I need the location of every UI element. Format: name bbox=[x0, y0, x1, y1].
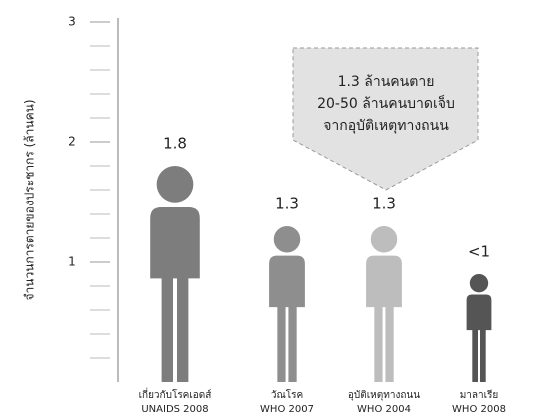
x-tick-source: WHO 2008 bbox=[452, 404, 506, 415]
y-axis-label: จำนวนการตายของประชากร (ล้านคน) bbox=[23, 100, 37, 301]
value-label: 1.3 bbox=[275, 195, 299, 213]
value-label: <1 bbox=[468, 243, 490, 261]
x-tick-label: มาลาเรีย bbox=[460, 389, 499, 401]
person-mark bbox=[366, 225, 402, 382]
person-mark bbox=[269, 225, 305, 382]
callout bbox=[292, 47, 479, 191]
value-label: 1.3 bbox=[372, 195, 396, 213]
person-mark bbox=[466, 273, 492, 382]
person-mark bbox=[150, 166, 200, 382]
x-tick-source: WHO 2007 bbox=[260, 404, 314, 415]
y-tick-label: 1 bbox=[68, 255, 76, 269]
x-tick-source: UNAIDS 2008 bbox=[141, 404, 208, 415]
x-tick-label: เกี่ยวกับโรคเอดส์ bbox=[139, 387, 212, 401]
y-tick-label: 3 bbox=[68, 15, 76, 29]
x-tick-source: WHO 2004 bbox=[357, 404, 411, 415]
x-tick-label: วัณโรค bbox=[271, 388, 303, 401]
y-tick-label: 2 bbox=[68, 135, 76, 149]
value-label: 1.8 bbox=[163, 135, 187, 153]
annotation: 20-50 ล้านคนบาดเจ็บ bbox=[317, 94, 455, 112]
x-tick-label: อุบัติเหตุทางถนน bbox=[348, 390, 420, 401]
annotation: จากอุบัติเหตุทางถนน bbox=[323, 118, 449, 134]
annotation: 1.3 ล้านคนตาย bbox=[338, 74, 435, 90]
